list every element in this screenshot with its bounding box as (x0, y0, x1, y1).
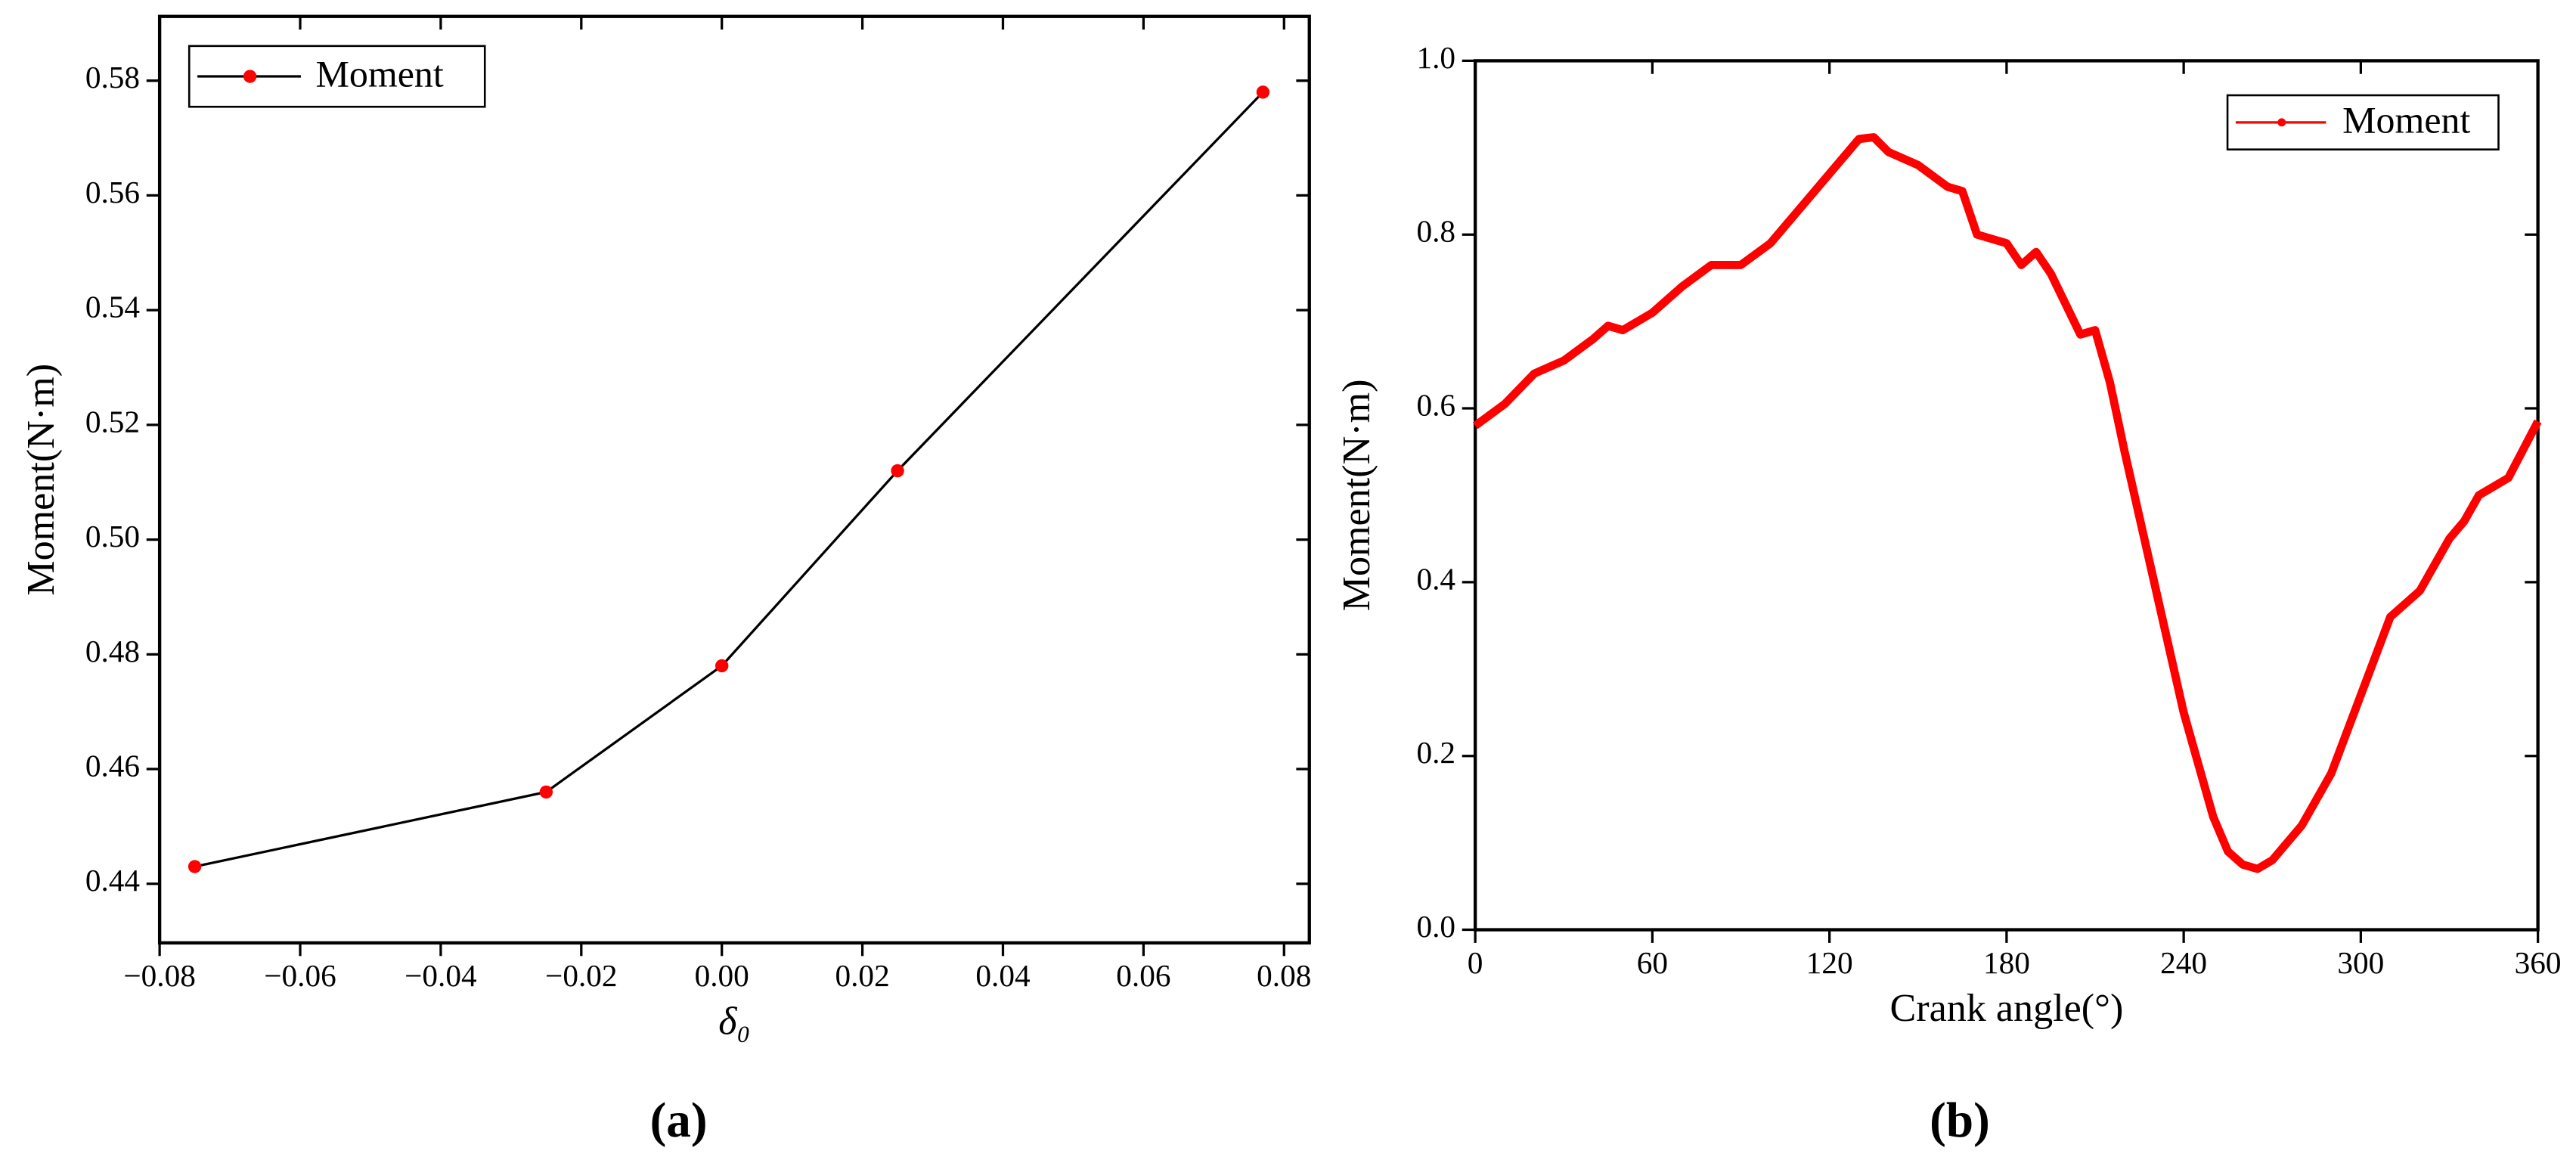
y-tick-label: 1.0 (1416, 40, 1455, 75)
x-tick-label: 360 (2515, 945, 2562, 980)
data-point (891, 464, 904, 478)
legend: Moment (188, 45, 486, 108)
x-tick-label: −0.06 (264, 958, 336, 993)
y-tick-label: 0.54 (85, 290, 140, 324)
y-tick-label: 0.56 (85, 175, 140, 209)
x-tick-label: 60 (1637, 945, 1668, 980)
legend-marker (243, 70, 257, 83)
x-tick-label: 0 (1468, 945, 1483, 980)
y-tick-label: 0.58 (85, 60, 140, 95)
caption: (b) (1930, 1093, 1990, 1148)
data-point (715, 659, 729, 673)
x-tick-label: 180 (1983, 945, 2030, 980)
x-tick-label: 0.06 (1116, 958, 1170, 993)
y-tick-label: 0.2 (1416, 735, 1455, 770)
y-axis-label: Moment(N·m) (1335, 380, 1378, 612)
x-tick-label: 240 (2160, 945, 2207, 980)
x-tick-label: 120 (1806, 945, 1853, 980)
y-tick-label: 0.8 (1416, 214, 1455, 249)
x-tick-label: −0.08 (123, 958, 196, 993)
data-point (539, 785, 553, 799)
legend-marker (2277, 118, 2286, 127)
y-tick-label: 0.46 (85, 749, 140, 783)
x-tick-label: 0.00 (695, 958, 749, 993)
y-tick-label: 0.48 (85, 634, 140, 668)
x-tick-label: 0.04 (975, 958, 1030, 993)
x-axis-label: Crank angle(°) (1889, 987, 2123, 1030)
x-tick-label: 300 (2337, 945, 2384, 980)
x-tick-label: 0.02 (835, 958, 889, 993)
plot-frame (157, 14, 1311, 945)
x-tick-label: 0.08 (1257, 958, 1311, 993)
y-tick-label: 0.4 (1416, 561, 1455, 596)
caption: (a) (650, 1093, 708, 1148)
y-tick-label: 0.52 (85, 404, 140, 439)
y-tick-label: 0.6 (1416, 388, 1455, 423)
legend-label: Moment (315, 53, 443, 95)
legend-label: Moment (2342, 98, 2470, 141)
x-tick-label: −0.02 (545, 958, 617, 993)
legend: Moment (2226, 94, 2500, 150)
y-tick-label: 0.50 (85, 519, 140, 554)
x-axis-label: δ₀ (718, 1000, 750, 1043)
data-point (1256, 85, 1270, 99)
data-point (188, 860, 202, 873)
y-tick-label: 0.0 (1416, 909, 1455, 944)
plot-frame (1473, 59, 2540, 932)
y-tick-label: 0.44 (85, 863, 140, 898)
y-axis-label: Moment(N·m) (20, 364, 63, 596)
series-line (194, 91, 1264, 868)
series-line (1472, 133, 2542, 873)
x-tick-label: −0.04 (405, 958, 476, 993)
